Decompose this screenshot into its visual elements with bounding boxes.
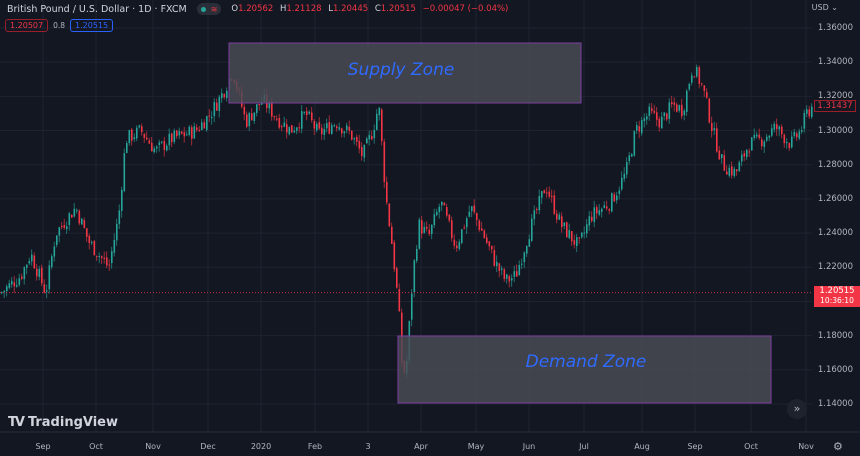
tradingview-logo[interactable]: 𝗧𝗩 TradingView <box>8 415 118 430</box>
time-axis-label: Dec <box>200 442 216 451</box>
market-open-dot-icon <box>200 6 206 12</box>
symbol-title[interactable]: British Pound / U.S. Dollar · 1D · FXCM <box>7 3 187 15</box>
scroll-to-realtime-button[interactable]: » <box>787 399 807 419</box>
time-axis-label: Aug <box>634 442 650 451</box>
low-label: L <box>328 4 333 14</box>
tradingview-logo-text: TradingView <box>27 415 118 430</box>
price-axis-label: 1.36000 <box>817 23 853 33</box>
close-value: 1.20515 <box>380 4 416 14</box>
high-label: H <box>279 4 287 14</box>
ohlc-values: O1.20562 H1.21128 L1.20445 C1.20515 −0.0… <box>231 4 508 14</box>
time-axis-label: Oct <box>89 442 103 451</box>
bar-countdown: 10:36:10 <box>820 296 854 305</box>
price-axis-label: 1.18000 <box>817 330 853 341</box>
price-axis-label: 1.30000 <box>817 125 853 136</box>
price-axis-label: 1.34000 <box>817 57 853 68</box>
time-axis-label: Jul <box>579 442 589 451</box>
time-axis-label: Oct <box>744 442 758 451</box>
change-value: −0.00047 (−0.04%) <box>422 4 509 14</box>
last-price-tag: 1.31437 <box>814 100 856 112</box>
symbol-legend: British Pound / U.S. Dollar · 1D · FXCM … <box>7 3 508 15</box>
time-axis-label: 3 <box>365 442 371 451</box>
bid-ask-row: 1.20507 0.8 1.20515 <box>5 19 114 32</box>
price-axis-label: 1.16000 <box>817 364 853 375</box>
time-axis-label: Apr <box>414 442 428 451</box>
price-axis-label: 1.32000 <box>817 91 853 102</box>
current-price-tag: 1.20515 10:36:10 <box>814 286 860 307</box>
price-axis-label: 1.22000 <box>817 262 853 273</box>
demand-zone-label: Demand Zone <box>525 352 647 372</box>
low-value: 1.20445 <box>332 4 369 14</box>
time-axis-label: Jun <box>522 442 536 451</box>
price-axis-label: 1.24000 <box>817 228 853 239</box>
supply-zone-label: Supply Zone <box>347 60 455 80</box>
currency-label: USD <box>811 3 829 12</box>
time-axis-label: Feb <box>307 442 323 451</box>
price-axis-label: 1.28000 <box>817 159 853 170</box>
sell-button[interactable]: 1.20507 <box>5 19 49 32</box>
buy-button[interactable]: 1.20515 <box>70 19 114 32</box>
time-axis-label: May <box>467 442 485 451</box>
spread-value: 0.8 <box>53 21 66 30</box>
delay-wave-icon: ≋ <box>210 4 218 14</box>
chevron-down-icon: ⌄ <box>831 3 838 12</box>
currency-selector[interactable]: USD ⌄ <box>812 3 838 12</box>
time-axis-label: Nov <box>798 442 814 451</box>
time-axis-label: Sep <box>687 442 703 451</box>
tradingview-logo-icon: 𝗧𝗩 <box>8 415 25 430</box>
price-axis-label: 1.26000 <box>817 193 853 204</box>
time-axis-label: Nov <box>145 442 161 451</box>
current-price-value: 1.20515 <box>819 286 855 296</box>
close-label: C <box>374 4 381 14</box>
price-axis-label: 1.14000 <box>817 398 853 409</box>
open-label: O <box>231 4 239 14</box>
open-value: 1.20562 <box>238 4 274 14</box>
settings-gear-icon[interactable]: ⚙ <box>833 440 843 453</box>
market-status-pill[interactable]: ≋ <box>196 3 222 15</box>
high-value: 1.21128 <box>286 4 322 14</box>
time-axis-label: 2020 <box>250 442 272 451</box>
time-axis-label: Sep <box>35 442 51 451</box>
double-chevron-right-icon: » <box>793 402 801 415</box>
